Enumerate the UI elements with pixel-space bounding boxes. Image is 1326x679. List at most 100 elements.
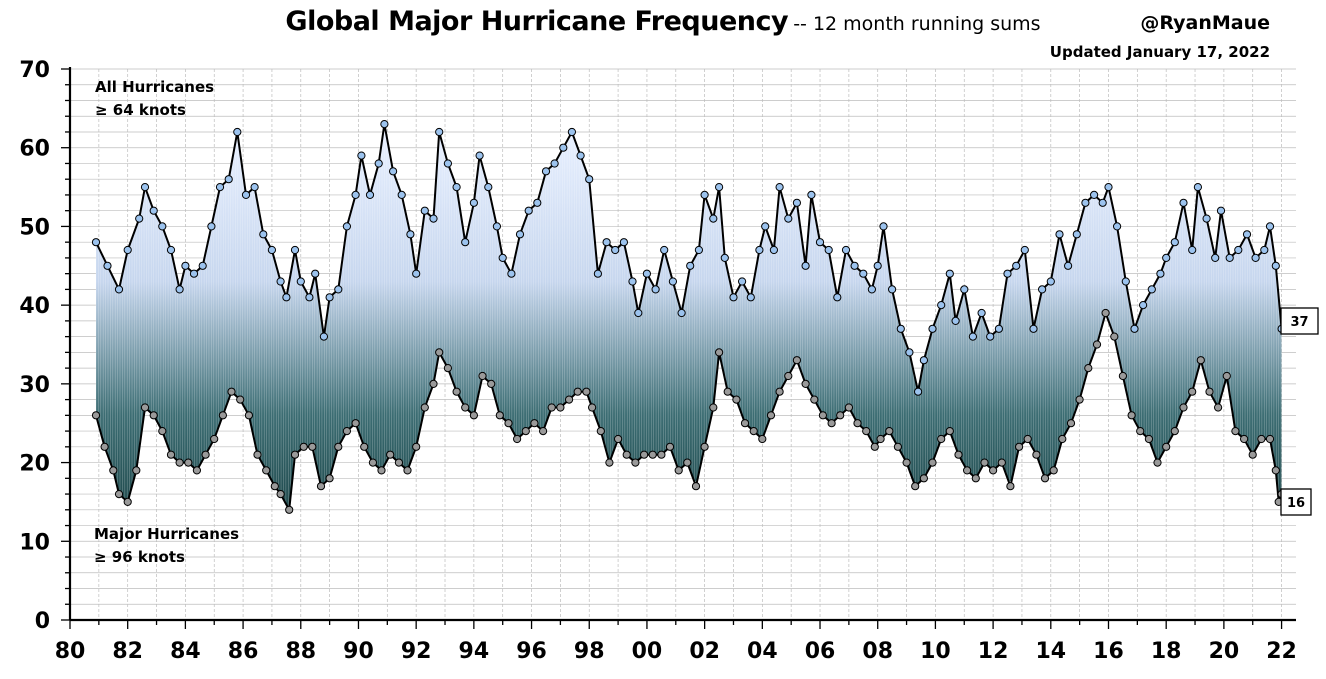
all-hurricanes-point xyxy=(123,245,132,255)
major-hurricanes-point xyxy=(665,442,675,451)
all-hurricanes-point xyxy=(533,198,542,207)
major-hurricanes-point xyxy=(885,427,894,436)
major-hurricanes-point xyxy=(700,442,709,451)
major-hurricanes-point xyxy=(1188,387,1197,396)
major-hurricanes-point xyxy=(1265,434,1275,444)
major-hurricanes-point xyxy=(1153,458,1162,467)
all-hurricanes-point xyxy=(443,159,452,168)
all-hurricanes-point xyxy=(1130,324,1139,333)
major-hurricanes-point xyxy=(1092,340,1102,349)
chart-title: Global Major Hurricane Frequency xyxy=(285,6,789,37)
major-hurricanes-point xyxy=(605,458,614,467)
major-hurricanes-point xyxy=(351,419,360,428)
major-hurricanes-point xyxy=(980,458,989,467)
major-hurricanes-point xyxy=(810,395,819,404)
major-hurricanes-point xyxy=(784,371,793,381)
major-hurricanes-point xyxy=(775,387,784,396)
major-hurricanes-point xyxy=(1170,427,1179,436)
all-hurricanes-point xyxy=(1072,230,1081,239)
major-hurricanes-point xyxy=(691,482,701,491)
end-label-all: 37 xyxy=(1280,307,1319,335)
all-hurricanes-point xyxy=(619,238,629,247)
x-tick-label: 90 xyxy=(343,639,374,664)
major-hurricanes-point xyxy=(919,474,929,483)
all-hurricanes-point xyxy=(1139,301,1148,310)
end-label-major: 16 xyxy=(1280,488,1312,516)
major-hurricanes-point xyxy=(429,379,438,388)
all-hurricanes-point xyxy=(469,198,478,207)
all-hurricanes-point xyxy=(634,308,643,318)
y-tick-label: 30 xyxy=(19,373,50,398)
major-hurricanes-point xyxy=(1015,442,1024,451)
all-hurricanes-point xyxy=(841,245,851,255)
x-tick-label: 20 xyxy=(1209,639,1240,664)
major-hurricanes-point xyxy=(963,466,972,475)
major-hurricanes-point xyxy=(749,427,758,436)
major-hurricanes-point xyxy=(461,403,470,412)
major-hurricanes-point xyxy=(556,403,565,412)
all-hurricanes-point xyxy=(140,183,150,192)
all-hurricanes-point xyxy=(198,261,207,270)
major-hurricanes-point xyxy=(631,458,640,467)
all-hurricanes-point xyxy=(677,308,686,318)
chart-subtitle: -- 12 month running sums xyxy=(793,13,1041,35)
major-hurricanes-point xyxy=(1248,450,1257,459)
major-hurricanes-point xyxy=(573,387,582,396)
all-hurricanes-point xyxy=(357,151,366,160)
major-hurricanes-point xyxy=(521,427,530,436)
major-hurricanes-point xyxy=(192,466,201,475)
all-hurricanes-point xyxy=(498,253,507,262)
all-hurricanes-point xyxy=(576,151,585,160)
all-hurricanes-point xyxy=(461,238,470,247)
major-hurricanes-point xyxy=(276,490,285,499)
major-hurricanes-point xyxy=(412,442,421,451)
all-hurricanes-point xyxy=(175,285,184,294)
major-hurricanes-point xyxy=(435,348,444,357)
all-hurricanes-point xyxy=(484,183,493,192)
major-hurricanes-point xyxy=(723,387,732,396)
major-hurricanes-point xyxy=(862,427,871,436)
all-hurricanes-point xyxy=(700,190,709,199)
all-hurricanes-point xyxy=(775,183,784,192)
all-hurricanes-point xyxy=(1271,261,1280,270)
x-tick-label: 82 xyxy=(112,639,143,664)
all-hurricanes-point xyxy=(755,245,764,255)
all-hurricanes-point xyxy=(945,269,954,278)
major-hurricanes-point xyxy=(1118,371,1128,381)
major-hurricanes-point xyxy=(285,505,294,514)
major-hurricanes-point xyxy=(1136,427,1145,436)
all-hurricanes-point xyxy=(259,230,268,239)
all-hurricanes-point xyxy=(406,230,415,239)
y-tick-label: 10 xyxy=(19,530,50,555)
all-hurricanes-point xyxy=(1179,198,1188,207)
all-hurricanes-point xyxy=(149,206,158,215)
major-hurricanes-point xyxy=(758,434,767,444)
major-hurricanes-point xyxy=(870,442,879,451)
major-hurricanes-point xyxy=(792,356,802,365)
x-tick-label: 94 xyxy=(459,639,490,664)
all-hurricanes-point xyxy=(729,293,738,302)
major-hurricanes-point xyxy=(547,403,556,412)
all-hurricanes-point xyxy=(380,120,389,129)
all-hurricanes-point xyxy=(1202,214,1211,223)
all-hurricanes-point xyxy=(815,238,825,247)
all-hurricanes-point xyxy=(267,245,276,255)
major-hurricanes-point xyxy=(893,442,903,451)
major-hurricanes-point xyxy=(175,458,184,467)
major-hurricanes-point xyxy=(596,427,605,436)
all-hurricanes-point xyxy=(686,261,695,270)
major-hurricanes-point xyxy=(539,427,548,436)
x-tick-label: 84 xyxy=(170,639,201,664)
all-hurricanes-point xyxy=(1012,261,1021,270)
end-label-major-value: 16 xyxy=(1287,496,1305,511)
all-hurricanes-point xyxy=(1038,285,1047,294)
y-tick-label: 60 xyxy=(19,137,50,162)
major-hurricanes-point xyxy=(827,419,836,428)
all-hurricanes-point xyxy=(1113,222,1122,231)
major-hurricanes-point xyxy=(308,442,317,451)
major-hurricanes-point xyxy=(911,482,920,491)
major-hurricanes-point xyxy=(342,427,351,436)
major-hurricanes-point xyxy=(1075,395,1084,404)
all-hurricanes-point xyxy=(1225,253,1234,262)
